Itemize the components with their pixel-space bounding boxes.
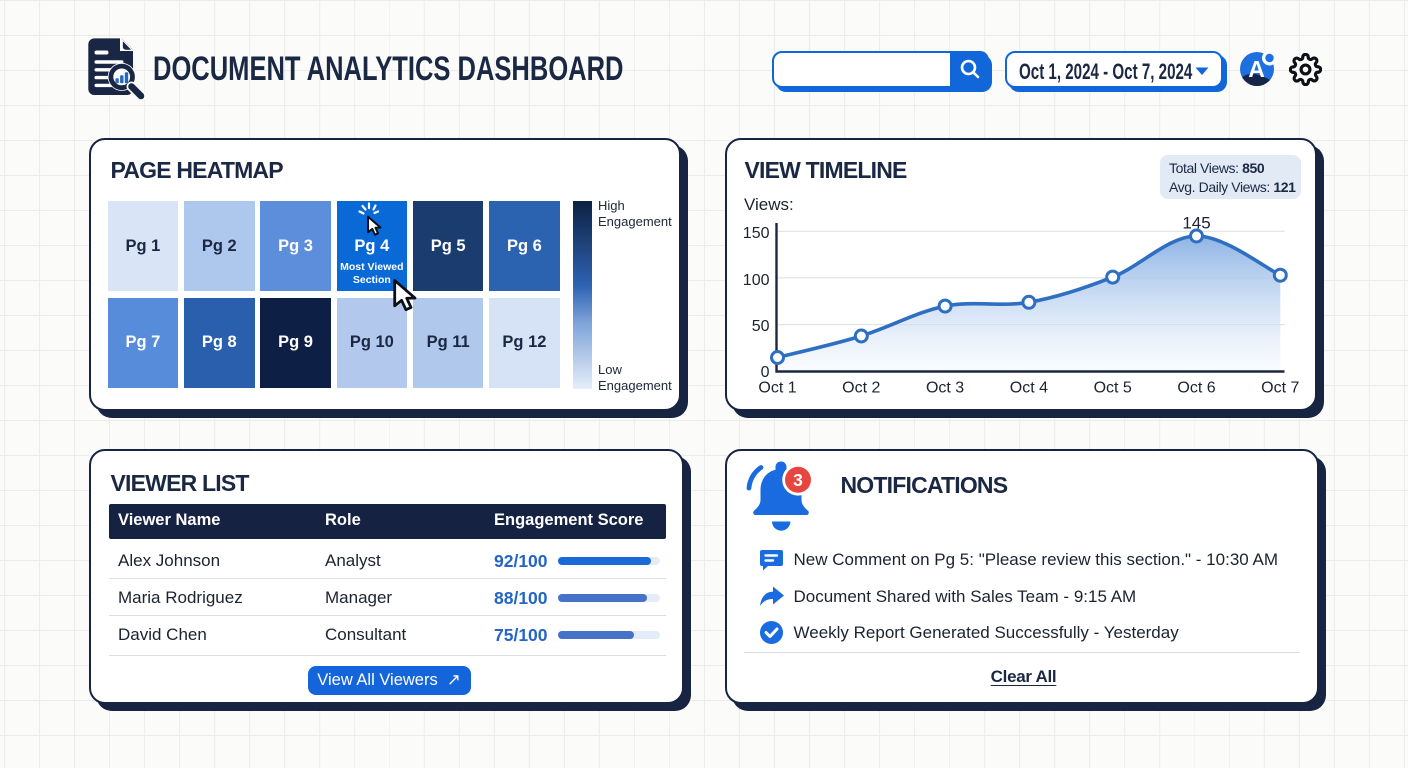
svg-text:Oct 2: Oct 2 bbox=[842, 380, 880, 397]
svg-text:Oct 5: Oct 5 bbox=[1094, 380, 1132, 397]
svg-text:100: 100 bbox=[743, 272, 770, 289]
svg-text:Oct 6: Oct 6 bbox=[1177, 380, 1215, 397]
svg-text:50: 50 bbox=[752, 318, 770, 335]
svg-text:Oct 3: Oct 3 bbox=[926, 380, 964, 397]
svg-text:145: 145 bbox=[1182, 214, 1210, 233]
svg-text:Oct 4: Oct 4 bbox=[1010, 380, 1048, 397]
svg-text:3: 3 bbox=[793, 470, 803, 490]
svg-text:Oct 7: Oct 7 bbox=[1261, 380, 1299, 397]
svg-text:Oct 1: Oct 1 bbox=[758, 380, 796, 397]
svg-text:0: 0 bbox=[761, 364, 770, 381]
svg-text:A: A bbox=[1248, 56, 1265, 82]
svg-text:150: 150 bbox=[743, 225, 770, 242]
